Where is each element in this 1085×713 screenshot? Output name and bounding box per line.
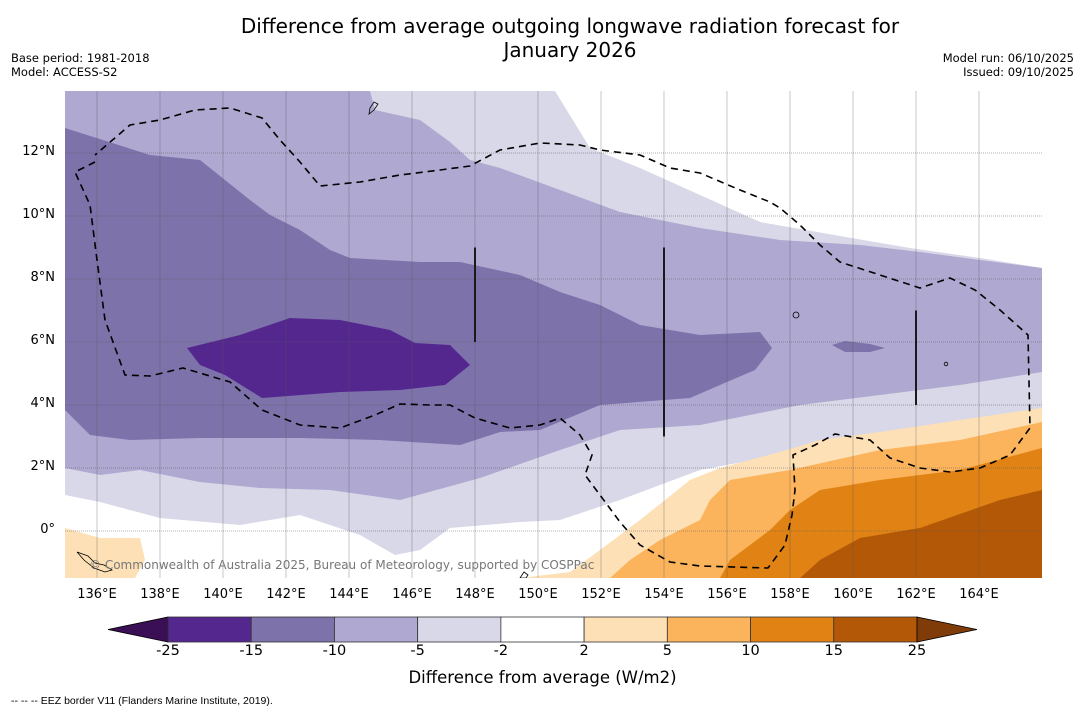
colorbar-tick-label: -15 bbox=[239, 643, 264, 659]
colorbar-tick-label: 15 bbox=[824, 643, 843, 659]
meta-right: Model run: 06/10/2025 Issued: 09/10/2025 bbox=[943, 51, 1074, 79]
x-tick-label: 152°E bbox=[581, 587, 621, 602]
base-period: Base period: 1981-2018 bbox=[11, 51, 150, 65]
x-tick-label: 138°E bbox=[140, 587, 180, 602]
island-outline-west bbox=[76, 551, 113, 573]
eez-legend-note: -- -- -- EEZ border V11 (Flanders Marine… bbox=[11, 695, 273, 707]
y-tick-label: 12°N bbox=[22, 144, 55, 159]
x-tick-label: 144°E bbox=[329, 587, 369, 602]
title-line-1: Difference from average outgoing longwav… bbox=[240, 14, 900, 38]
colorbar-title: Difference from average (W/m2) bbox=[408, 668, 677, 687]
colorbar-tick-label: -25 bbox=[156, 643, 180, 659]
x-tick-label: 140°E bbox=[203, 587, 243, 602]
y-tick-label: 2°N bbox=[30, 459, 56, 474]
colorbar-tick-label: 2 bbox=[579, 643, 589, 659]
grid-lines bbox=[65, 91, 1042, 578]
model-run: Model run: 06/10/2025 bbox=[942, 51, 1074, 65]
x-tick-label: 150°E bbox=[518, 587, 558, 602]
copyright-text: © Commonwealth of Australia 2025, Bureau… bbox=[89, 558, 595, 572]
chart-title: Difference from average outgoing longwav… bbox=[0, 14, 1085, 62]
x-tick-label: 136°E bbox=[77, 587, 117, 602]
colorbar-segment bbox=[666, 616, 751, 643]
y-tick-label: 10°N bbox=[22, 207, 55, 222]
eez-border-west bbox=[73, 107, 1031, 569]
issued-date: Issued: 09/10/2025 bbox=[963, 65, 1074, 79]
colorbar-segment bbox=[167, 616, 252, 643]
x-tick-label: 156°E bbox=[707, 587, 747, 602]
colorbar bbox=[107, 616, 978, 643]
colorbar-segment bbox=[833, 616, 918, 643]
band-neg15-neg10-small bbox=[832, 341, 885, 352]
colorbar-tick-label: 10 bbox=[741, 643, 760, 659]
y-tick-label: 4°N bbox=[30, 396, 56, 411]
x-tick-label: 154°E bbox=[644, 587, 684, 602]
colorbar-extend-max bbox=[916, 616, 978, 643]
x-tick-label: 160°E bbox=[833, 587, 873, 602]
island-outline-small bbox=[943, 361, 949, 367]
map-plot-area bbox=[65, 91, 1042, 578]
colorbar-tick-label: -5 bbox=[410, 643, 425, 659]
colorbar-segment bbox=[334, 616, 419, 643]
x-tick-label: 148°E bbox=[455, 587, 495, 602]
y-tick-label: 8°N bbox=[30, 270, 56, 285]
colorbar-segment bbox=[750, 616, 835, 643]
colorbar-extend-min bbox=[107, 616, 169, 643]
title-line-2: January 2026 bbox=[503, 38, 637, 62]
y-tick-label: 0° bbox=[40, 522, 55, 537]
meta-left: Base period: 1981-2018 Model: ACCESS-S2 bbox=[11, 51, 150, 79]
colorbar-segment bbox=[250, 616, 335, 643]
colorbar-segment bbox=[500, 616, 585, 643]
band-neg25-neg15 bbox=[187, 318, 470, 398]
colorbar-tick-label: -2 bbox=[493, 643, 509, 659]
island-outline-atoll bbox=[792, 311, 800, 319]
colorbar-tick-label: 5 bbox=[662, 643, 672, 659]
y-tick-label: 6°N bbox=[30, 333, 56, 348]
x-tick-label: 158°E bbox=[770, 587, 810, 602]
x-tick-label: 146°E bbox=[392, 587, 432, 602]
zone-separators bbox=[474, 247, 917, 437]
x-tick-label: 162°E bbox=[896, 587, 936, 602]
colorbar-segment bbox=[583, 616, 668, 643]
colorbar-segment bbox=[417, 616, 502, 643]
colorbar-tick-label: -10 bbox=[322, 643, 347, 659]
colorbar-tick-label: 25 bbox=[907, 643, 927, 659]
island-outline-guam bbox=[368, 101, 379, 115]
model-name: Model: ACCESS-S2 bbox=[11, 65, 118, 79]
x-tick-label: 142°E bbox=[266, 587, 306, 602]
island-outline-png bbox=[519, 571, 529, 578]
band-pos15-pos25 bbox=[800, 490, 1042, 578]
band-pos2-pos5-west bbox=[65, 528, 145, 578]
x-tick-label: 164°E bbox=[959, 587, 999, 602]
